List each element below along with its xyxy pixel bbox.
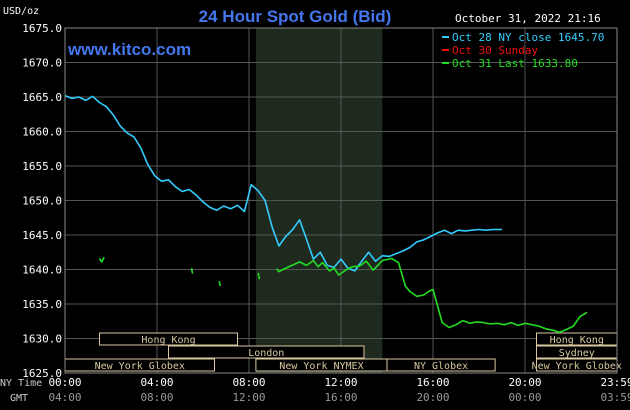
market-bar <box>168 345 365 359</box>
y-tick-label: 1675.0 <box>22 22 62 35</box>
y-tick-label: 1645.0 <box>22 229 62 242</box>
market-bar <box>386 358 496 372</box>
market-sessions: Hong Kong London New York Globex New York N… <box>64 332 622 372</box>
series-line-oct-31 <box>98 256 588 334</box>
market-session: New York Globex <box>64 358 215 372</box>
legend-entry: Oct 28 NY close 1645.70 <box>452 31 604 44</box>
legend-entry: Oct 31 Last 1633.80 <box>452 57 578 70</box>
market-session: Sydney <box>536 345 618 359</box>
price-series <box>64 94 588 334</box>
x-tick-gmt: 03:59 <box>600 391 630 404</box>
x-tick-ny: 16:00 <box>416 376 449 389</box>
market-label: Hong Kong <box>550 335 604 346</box>
market-label: London <box>248 348 284 359</box>
x-tick-ny: 23:59 <box>600 376 630 389</box>
y-axis-label: USD/oz <box>3 6 39 17</box>
y-tick-label: 1655.0 <box>22 160 62 173</box>
market-session: Hong Kong <box>536 332 618 346</box>
market-label: Hong Kong <box>141 335 195 346</box>
market-label: Sydney <box>559 348 595 359</box>
y-tick-label: 1660.0 <box>22 126 62 139</box>
plot-frame <box>64 27 618 374</box>
grid <box>65 28 617 373</box>
market-bar <box>99 332 238 346</box>
ny-time-label: NY Time <box>0 378 42 389</box>
x-axis-ticks: 00:00 04:00 08:00 12:00 16:00 20:00 23:59 04:00… <box>48 376 630 404</box>
market-session: New York NYMEX <box>255 358 388 372</box>
website-label[interactable]: www.kitco.com <box>67 40 191 59</box>
x-tick-gmt: 16:00 <box>324 391 357 404</box>
y-tick-label: 1665.0 <box>22 91 62 104</box>
market-label: NY Globex <box>414 361 468 372</box>
x-tick-gmt: 12:00 <box>232 391 265 404</box>
market-session: Hong Kong <box>99 332 238 346</box>
market-label: New York Globex <box>532 361 622 372</box>
timestamp: October 31, 2022 21:16 <box>455 12 601 25</box>
x-tick-ny: 00:00 <box>48 376 81 389</box>
x-tick-gmt: 20:00 <box>416 391 449 404</box>
series-line-oct-28 <box>64 94 502 272</box>
y-tick-label: 1635.0 <box>22 298 62 311</box>
market-label: New York NYMEX <box>279 361 363 372</box>
legend-entry: Oct 30 Sunday <box>452 44 538 57</box>
y-tick-label: 1630.0 <box>22 333 62 346</box>
gmt-label: GMT <box>10 393 28 404</box>
market-session: London <box>168 345 365 359</box>
chart-title: 24 Hour Spot Gold (Bid) <box>199 7 392 26</box>
y-tick-label: 1670.0 <box>22 57 62 70</box>
market-session: NY Globex <box>386 358 496 372</box>
x-tick-ny: 12:00 <box>324 376 357 389</box>
y-tick-label: 1650.0 <box>22 195 62 208</box>
x-tick-gmt: 00:00 <box>508 391 541 404</box>
y-tick-label: 1625.0 <box>22 367 62 380</box>
y-tick-label: 1640.0 <box>22 264 62 277</box>
market-session: New York Globex <box>532 358 622 372</box>
x-tick-ny: 08:00 <box>232 376 265 389</box>
x-tick-ny: 04:00 <box>140 376 173 389</box>
market-label: New York Globex <box>95 361 185 372</box>
x-tick-ny: 20:00 <box>508 376 541 389</box>
x-tick-gmt: 08:00 <box>140 391 173 404</box>
x-tick-gmt: 04:00 <box>48 391 81 404</box>
y-axis-ticks: 1675.0 1670.0 1665.0 1660.0 1655.0 1650.0 1645… <box>22 22 62 380</box>
